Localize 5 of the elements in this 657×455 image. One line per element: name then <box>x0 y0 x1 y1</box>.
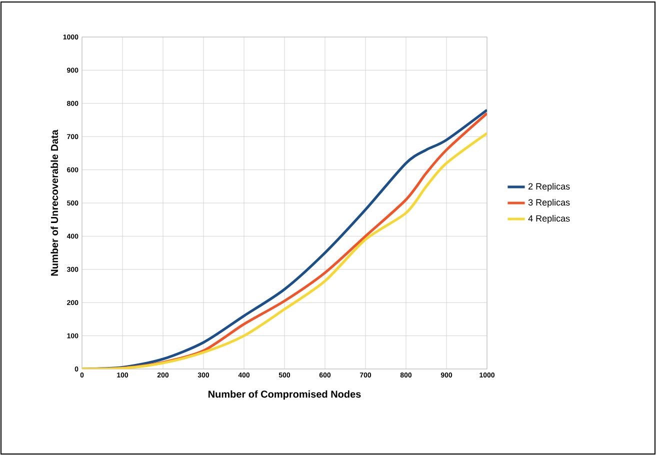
legend-label: 3 Replicas <box>528 198 570 208</box>
legend-label: 2 Replicas <box>528 182 570 192</box>
legend-label: 4 Replicas <box>528 215 570 224</box>
y-axis-title: Number of Unrecoverable Data <box>50 130 58 276</box>
x-axis-title: Number of Compromised Nodes <box>208 390 361 400</box>
